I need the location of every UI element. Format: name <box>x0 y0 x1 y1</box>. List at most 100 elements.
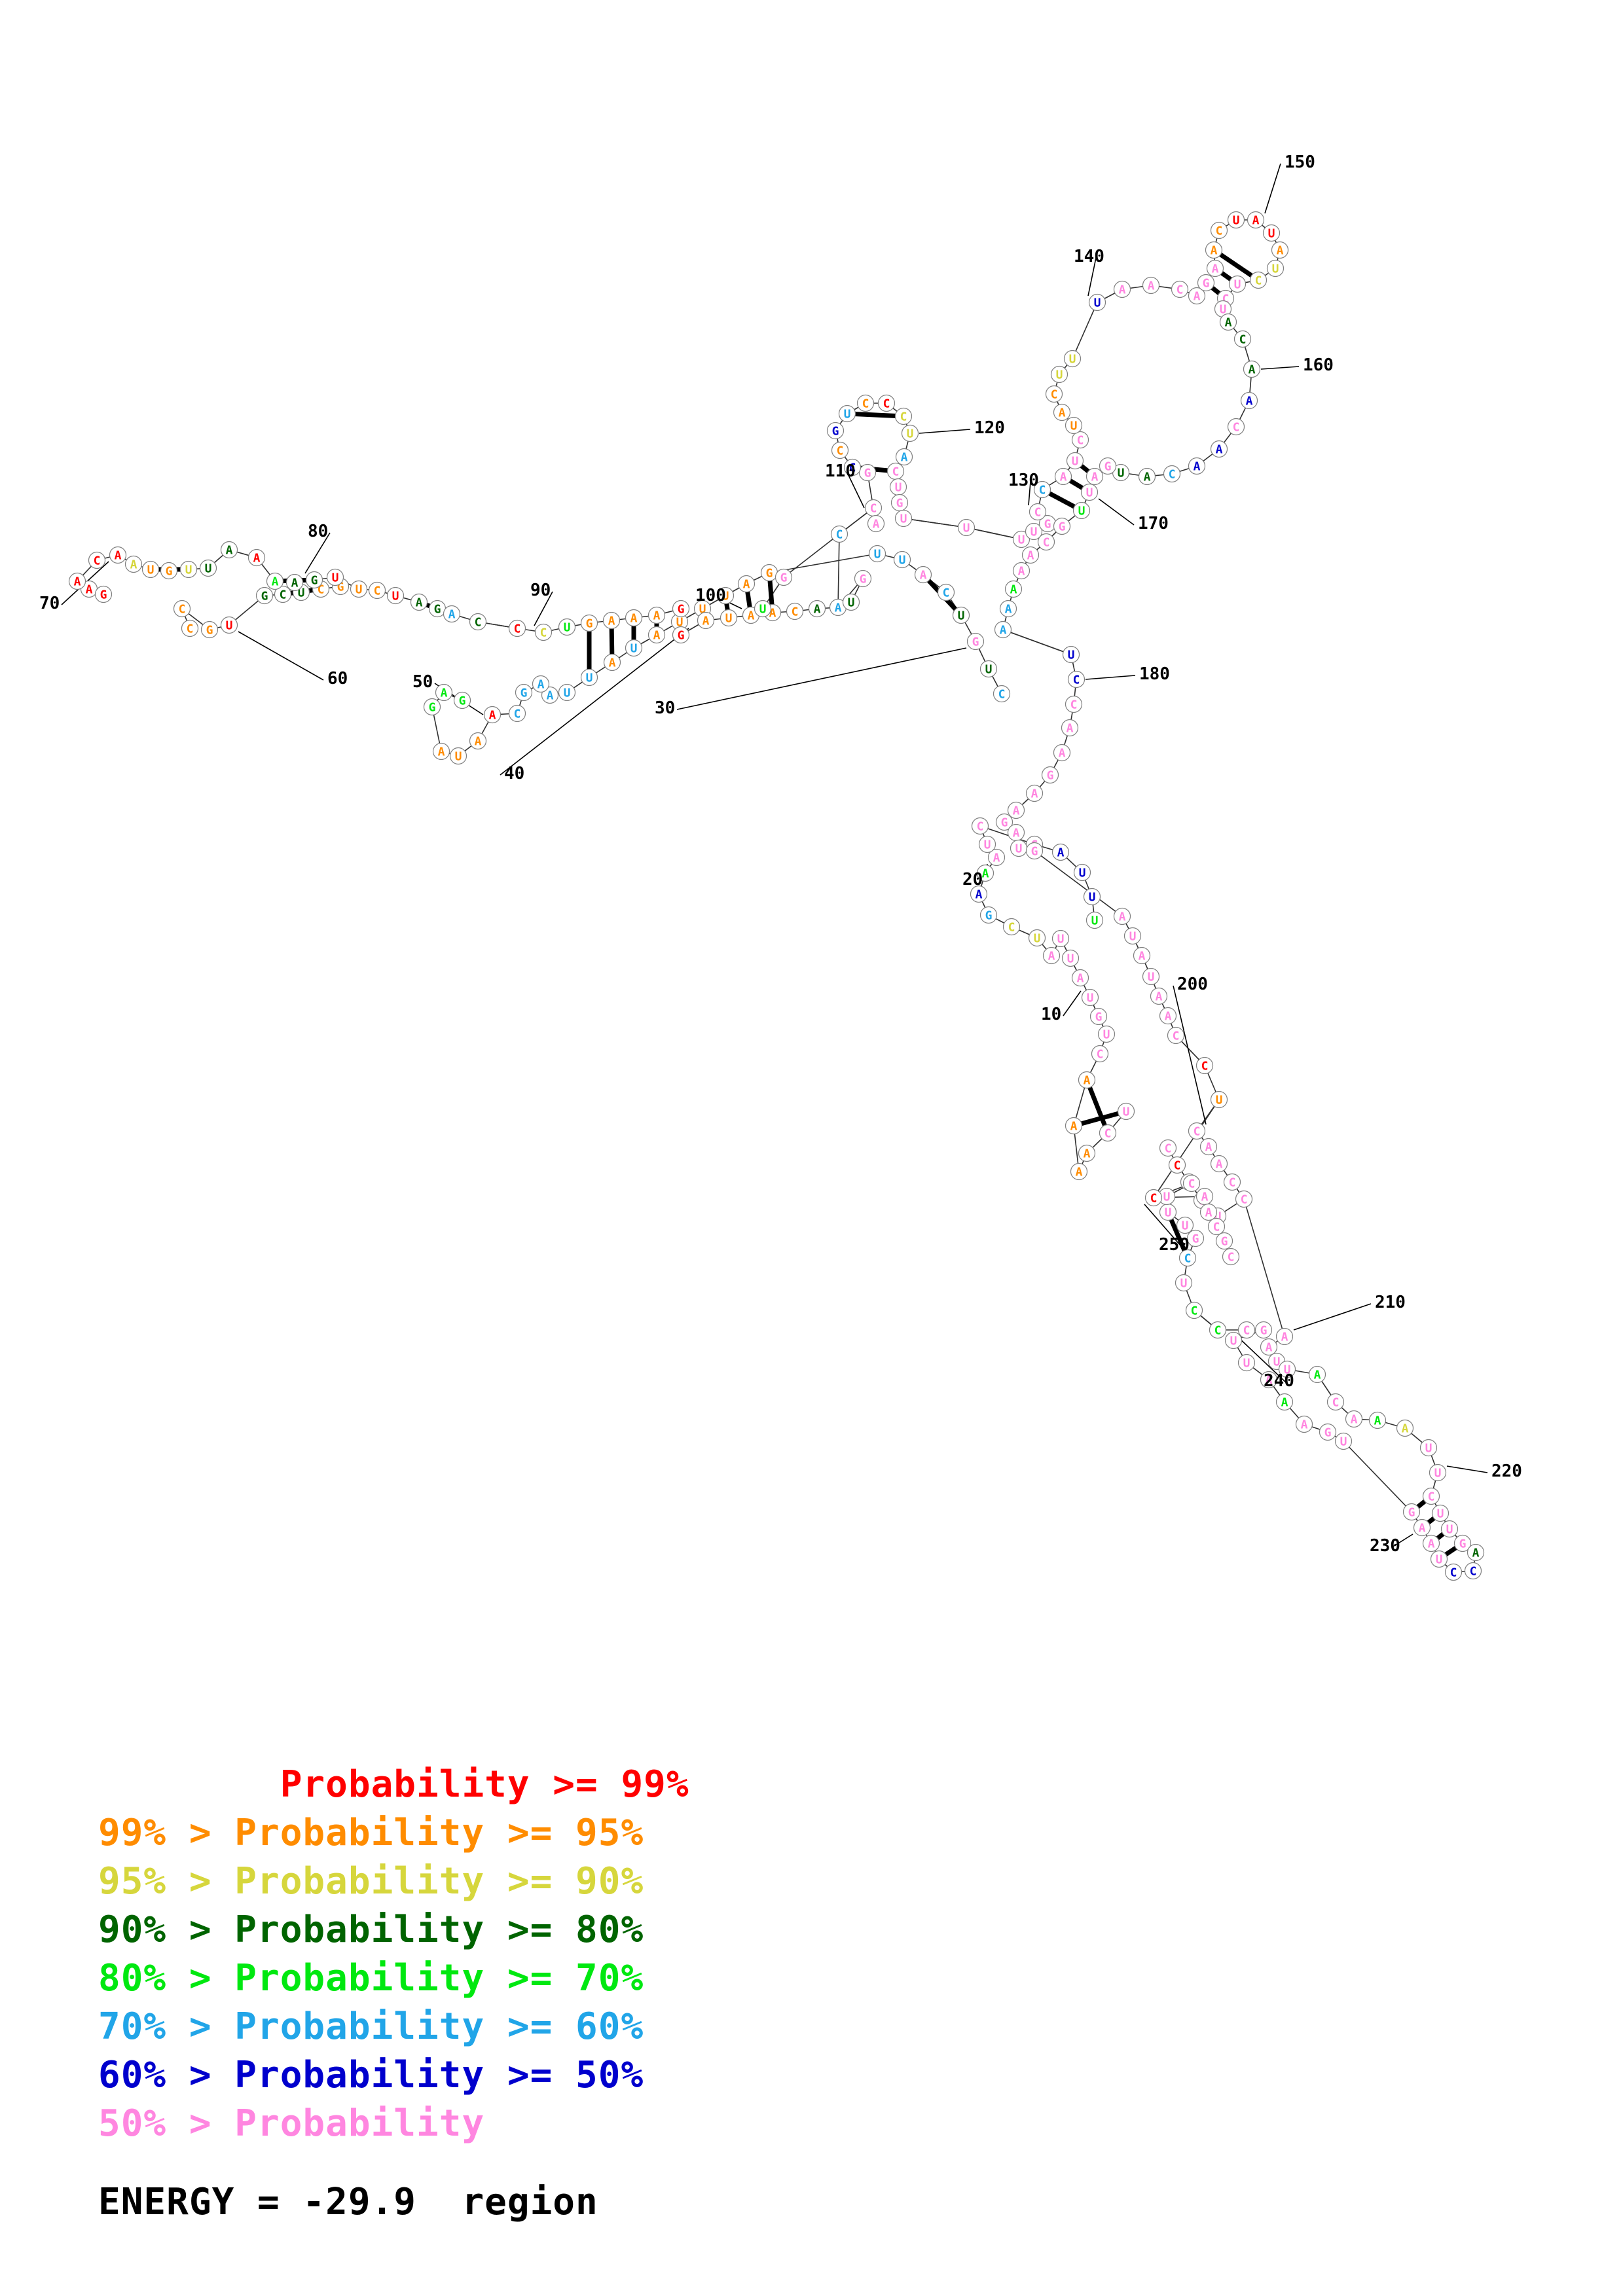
nucleotide[interactable]: A <box>1368 1411 1387 1429</box>
nucleotide[interactable]: A <box>1004 580 1023 598</box>
nucleotide[interactable]: C <box>894 407 913 425</box>
nucleotide[interactable]: A <box>1113 907 1131 925</box>
nucleotide[interactable]: U <box>1066 452 1084 470</box>
nucleotide[interactable]: G <box>1402 1503 1421 1521</box>
nucleotide[interactable]: A <box>970 885 988 903</box>
nucleotide[interactable]: C <box>1237 1321 1256 1339</box>
nucleotide[interactable]: A <box>1205 241 1223 259</box>
nucleotide[interactable]: U <box>1025 522 1043 541</box>
nucleotide[interactable]: A <box>647 626 666 644</box>
nucleotide[interactable]: G <box>854 569 872 588</box>
nucleotide[interactable]: A <box>285 573 304 592</box>
nucleotide[interactable]: C <box>181 619 199 637</box>
nucleotide[interactable]: G <box>94 585 113 603</box>
nucleotide[interactable]: G <box>979 906 998 924</box>
nucleotide[interactable]: A <box>1210 1155 1228 1173</box>
nucleotide[interactable]: G <box>423 698 441 716</box>
nucleotide[interactable]: C <box>1326 1393 1345 1411</box>
nucleotide[interactable]: U <box>1097 1025 1116 1043</box>
nucleotide[interactable]: C <box>1235 1190 1253 1208</box>
nucleotide[interactable]: A <box>1467 1543 1485 1562</box>
nucleotide[interactable]: G <box>1453 1534 1472 1552</box>
nucleotide[interactable]: C <box>856 394 875 412</box>
nucleotide[interactable]: G <box>760 564 778 582</box>
nucleotide[interactable]: U <box>1334 1432 1353 1450</box>
nucleotide[interactable]: A <box>1295 1415 1313 1433</box>
nucleotide[interactable]: U <box>957 518 976 537</box>
nucleotide[interactable]: G <box>1215 1232 1233 1250</box>
nucleotide[interactable]: G <box>453 691 471 709</box>
nucleotide[interactable]: A <box>1007 823 1025 842</box>
nucleotide[interactable]: U <box>1429 1463 1447 1482</box>
nucleotide[interactable]: A <box>976 864 994 882</box>
nucleotide[interactable]: U <box>1073 863 1091 882</box>
nucleotide[interactable]: C <box>1033 480 1051 499</box>
nucleotide[interactable]: C <box>993 685 1011 703</box>
nucleotide[interactable]: U <box>1062 645 1080 664</box>
nucleotide[interactable]: C <box>971 817 989 835</box>
nucleotide[interactable]: G <box>858 463 877 482</box>
nucleotide[interactable]: C <box>534 623 553 641</box>
nucleotide[interactable]: A <box>1243 360 1261 378</box>
nucleotide[interactable]: A <box>432 742 450 761</box>
nucleotide[interactable]: A <box>247 548 266 567</box>
nucleotide[interactable]: U <box>952 606 970 624</box>
nucleotide[interactable]: U <box>350 580 368 598</box>
nucleotide[interactable]: A <box>737 575 756 593</box>
nucleotide[interactable]: A <box>1133 946 1151 965</box>
nucleotide[interactable]: C <box>469 613 487 631</box>
nucleotide[interactable]: G <box>1089 1007 1108 1026</box>
nucleotide[interactable]: U <box>1176 1216 1194 1234</box>
nucleotide[interactable]: A <box>483 706 501 724</box>
nucleotide[interactable]: A <box>1065 1117 1083 1135</box>
nucleotide[interactable]: U <box>1051 929 1070 948</box>
nucleotide[interactable]: C <box>274 585 292 603</box>
nucleotide[interactable]: A <box>808 600 826 618</box>
nucleotide[interactable]: U <box>1063 350 1082 368</box>
nucleotide[interactable]: G <box>672 626 690 644</box>
nucleotide[interactable]: A <box>1308 1365 1326 1384</box>
nucleotide[interactable]: G <box>255 586 274 605</box>
nucleotide[interactable]: U <box>893 550 911 569</box>
nucleotide[interactable]: U <box>326 568 344 586</box>
nucleotide[interactable]: G <box>1053 517 1071 535</box>
nucleotide[interactable]: U <box>625 639 643 657</box>
nucleotide[interactable]: A <box>1260 1371 1278 1389</box>
nucleotide[interactable]: A <box>1247 211 1265 229</box>
nucleotide[interactable]: U <box>449 747 467 765</box>
nucleotide[interactable]: A <box>1260 1338 1278 1356</box>
nucleotide[interactable]: C <box>1171 280 1189 298</box>
nucleotide[interactable]: A <box>124 555 143 573</box>
nucleotide[interactable]: A <box>1271 241 1289 259</box>
nucleotide[interactable]: U <box>754 600 772 618</box>
nucleotide[interactable]: G <box>890 493 909 512</box>
nucleotide[interactable]: U <box>1431 1504 1450 1522</box>
nucleotide[interactable]: A <box>266 572 284 590</box>
nucleotide[interactable]: A <box>1078 1144 1096 1162</box>
nucleotide[interactable]: A <box>469 732 487 750</box>
nucleotide[interactable]: C <box>1188 1122 1206 1140</box>
nucleotide[interactable]: A <box>697 611 715 630</box>
nucleotide[interactable]: A <box>1007 801 1025 819</box>
nucleotide[interactable]: C <box>1464 1562 1482 1580</box>
nucleotide[interactable]: U <box>1440 1520 1459 1538</box>
nucleotide[interactable]: C <box>1249 271 1267 289</box>
nucleotide[interactable]: C <box>508 704 526 723</box>
nucleotide[interactable]: U <box>720 609 738 627</box>
nucleotide[interactable]: C <box>843 458 862 476</box>
nucleotide[interactable]: U <box>1237 1354 1256 1372</box>
nucleotide[interactable]: U <box>558 683 576 702</box>
nucleotide[interactable]: C <box>1037 533 1055 551</box>
nucleotide[interactable]: A <box>1053 744 1071 762</box>
nucleotide[interactable]: A <box>1025 784 1044 802</box>
nucleotide[interactable]: U <box>1266 259 1285 278</box>
nucleotide[interactable]: U <box>868 545 886 563</box>
nucleotide[interactable]: G <box>1319 1423 1337 1441</box>
nucleotide[interactable]: A <box>1219 313 1237 331</box>
nucleotide[interactable]: A <box>602 611 621 630</box>
nucleotide[interactable]: G <box>580 614 598 632</box>
nucleotide[interactable]: C <box>1182 1174 1201 1193</box>
nucleotide[interactable]: G <box>1041 766 1059 784</box>
nucleotide[interactable]: A <box>1051 843 1070 861</box>
nucleotide[interactable]: C <box>1168 1156 1186 1174</box>
